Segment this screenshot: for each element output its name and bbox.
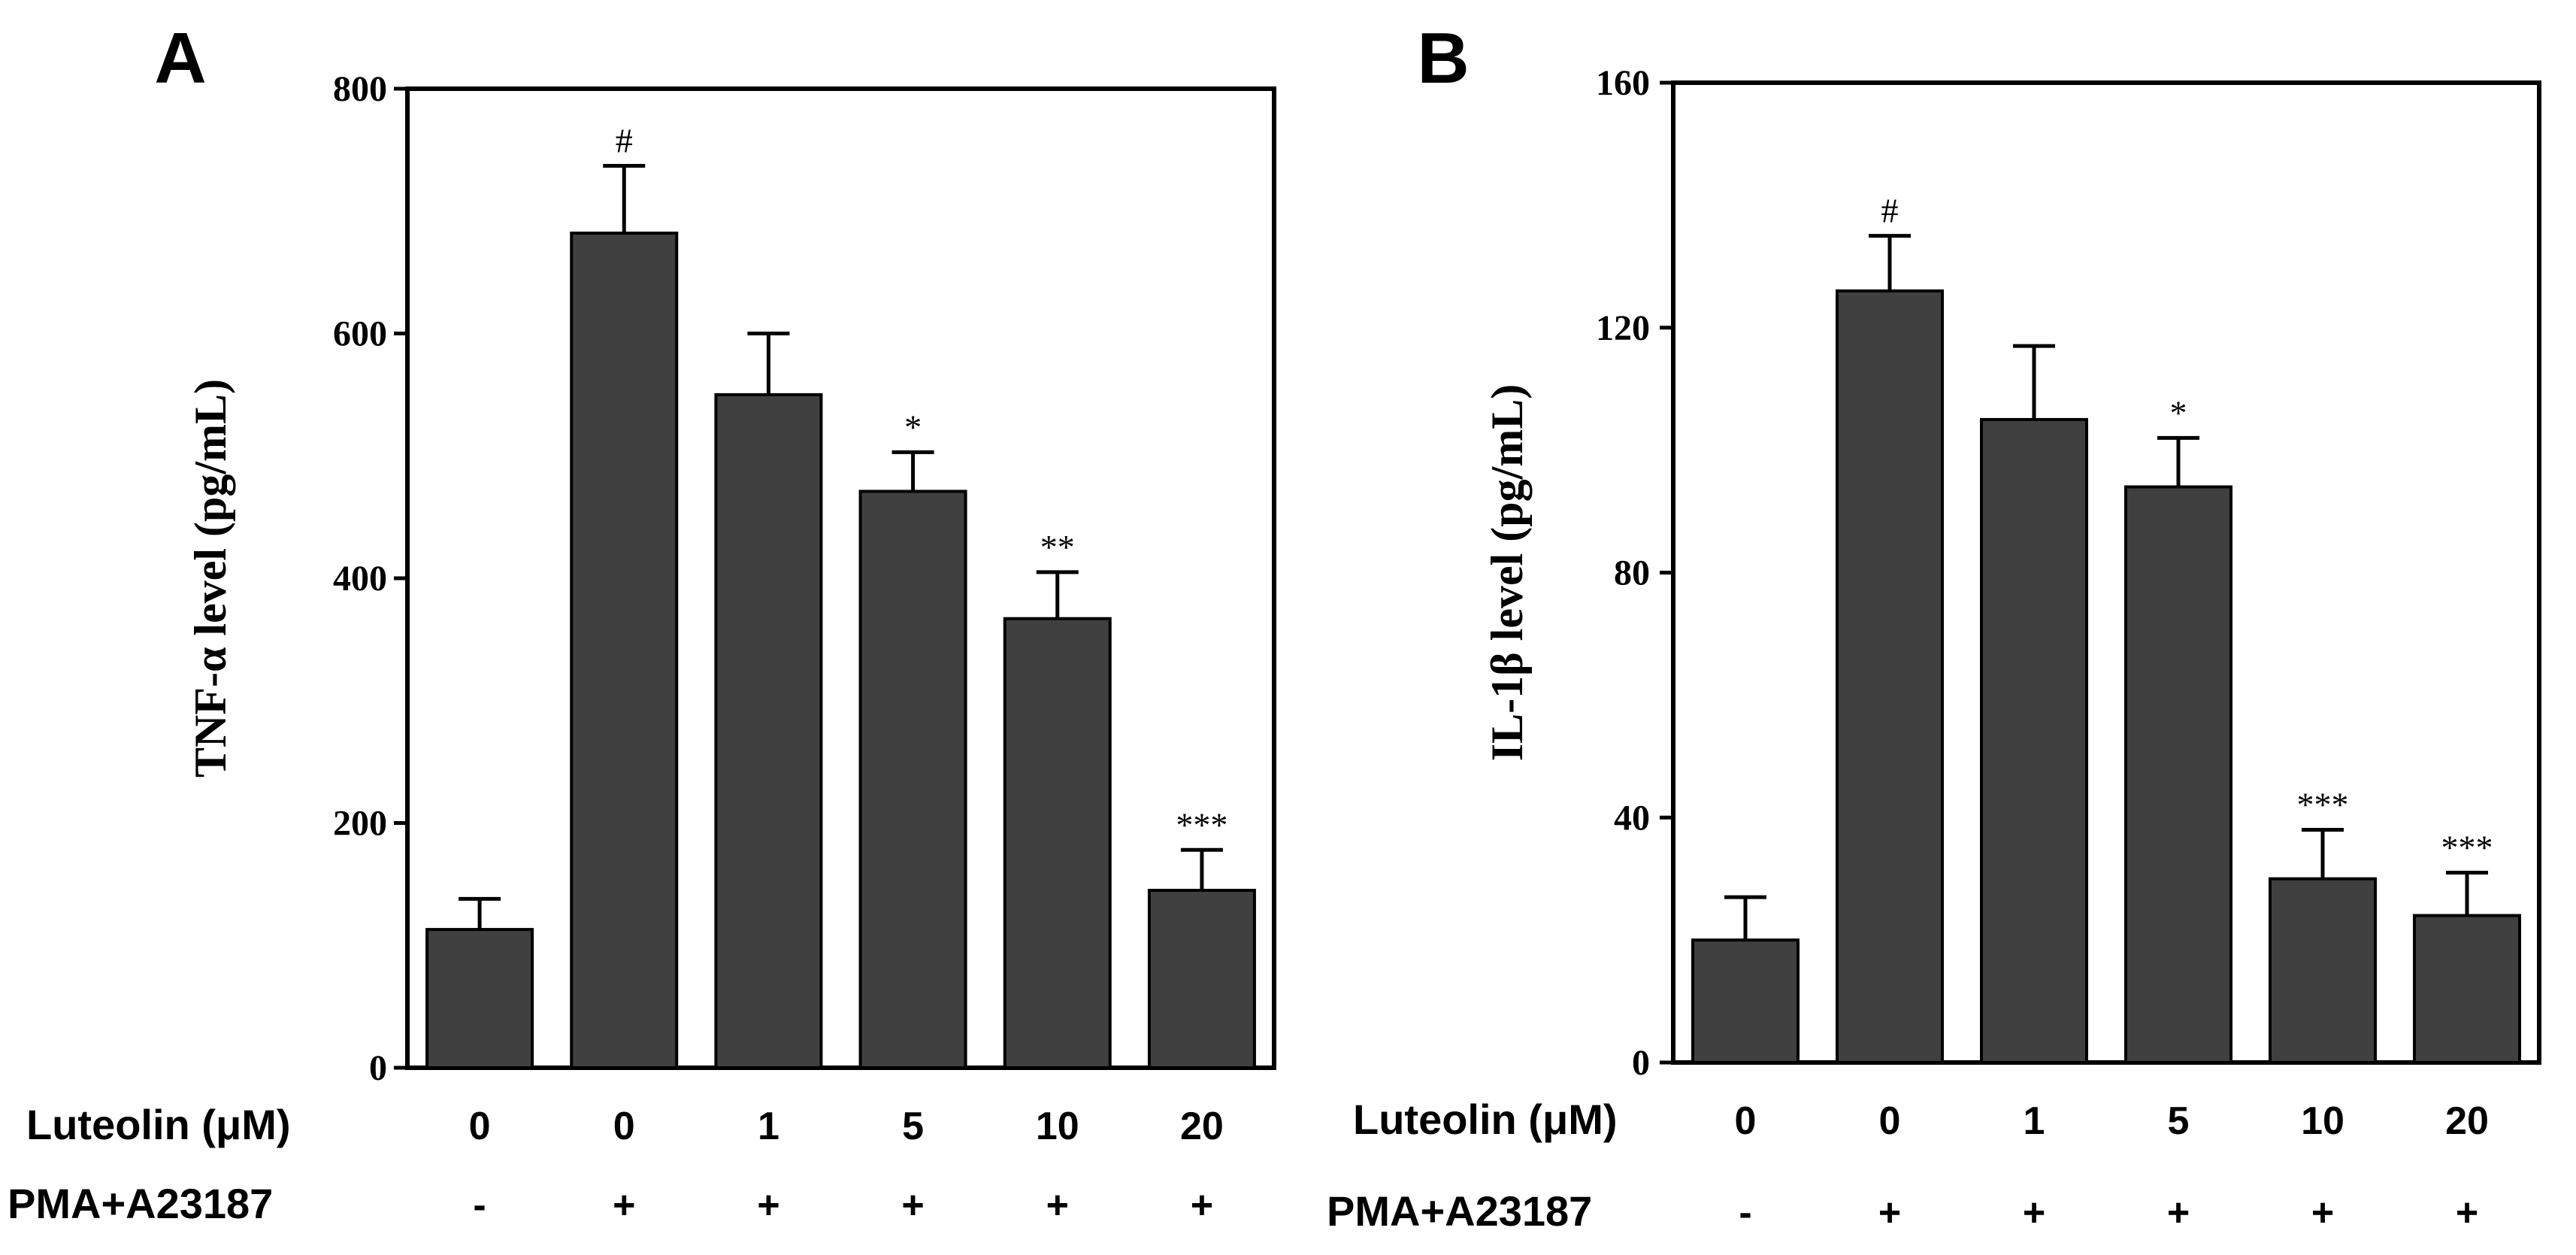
luteolin-value: 0: [613, 1105, 635, 1148]
significance-label: *: [2170, 393, 2187, 432]
pma-value: +: [757, 1184, 779, 1227]
pma-value: -: [1739, 1191, 1751, 1235]
luteolin-value: 5: [902, 1105, 924, 1148]
bar: [1836, 289, 1944, 1065]
y-tick-label: 600: [333, 314, 387, 354]
bar: [1147, 889, 1256, 1069]
y-tick-label: 0: [1632, 1043, 1650, 1083]
bar: [858, 490, 967, 1069]
significance-label: **: [1040, 528, 1075, 566]
significance-label: #: [1881, 192, 1899, 230]
luteolin-value: 20: [1180, 1105, 1224, 1148]
bar: [2413, 914, 2521, 1065]
pma-value: +: [613, 1184, 635, 1227]
y-tick-label: 40: [1614, 798, 1650, 838]
luteolin-value: 10: [2301, 1099, 2344, 1143]
pma-value: +: [901, 1184, 924, 1227]
significance-label: ***: [1176, 805, 1227, 844]
y-tick-label: 400: [333, 559, 387, 599]
pma-value: -: [473, 1184, 486, 1227]
pma-value: +: [2456, 1191, 2478, 1235]
significance-label: #: [616, 122, 633, 160]
luteolin-value: 10: [1036, 1105, 1079, 1148]
luteolin-value: 1: [2024, 1099, 2045, 1143]
bar: [1003, 617, 1112, 1069]
pma-value: +: [2023, 1191, 2045, 1235]
luteolin-value: 5: [2168, 1099, 2190, 1143]
panel-letter: B: [1417, 18, 1469, 99]
luteolin-value: 0: [1879, 1099, 1901, 1143]
bar: [1691, 938, 1800, 1064]
plot-frame: [1671, 80, 2541, 1065]
significance-label: ***: [2441, 829, 2493, 867]
panel-letter: A: [154, 18, 206, 99]
pma-value: +: [1191, 1184, 1213, 1227]
luteolin-value: 1: [758, 1105, 779, 1148]
bar: [2269, 877, 2377, 1064]
y-tick-label: 800: [333, 69, 387, 109]
y-axis-label: IL-1β level (pg/mL): [1482, 384, 1532, 762]
bar: [714, 393, 823, 1069]
bar: [1980, 417, 2088, 1064]
y-axis-label: TNF-α level (pg/mL): [186, 379, 235, 778]
significance-label: *: [904, 408, 922, 446]
luteolin-value: 0: [469, 1105, 491, 1148]
bar: [570, 232, 679, 1069]
pma-value: +: [2167, 1191, 2190, 1235]
pma-value: +: [1878, 1191, 1901, 1235]
plot-frame: [405, 86, 1276, 1070]
luteolin-row-label: Luteolin (μM): [26, 1101, 291, 1148]
luteolin-value: 0: [1735, 1099, 1757, 1143]
pma-value: +: [1046, 1184, 1069, 1227]
pma-row-label: PMA+A23187: [1327, 1187, 1592, 1235]
y-tick-label: 200: [333, 804, 387, 844]
y-tick-label: 80: [1614, 553, 1650, 593]
bar: [425, 928, 534, 1070]
pma-row-label: PMA+A23187: [8, 1180, 273, 1227]
y-tick-label: 120: [1596, 308, 1650, 348]
bar: [2124, 485, 2232, 1064]
significance-label: ***: [2297, 786, 2349, 824]
y-tick-label: 160: [1596, 63, 1650, 103]
luteolin-row-label: Luteolin (μM): [1353, 1096, 1618, 1143]
luteolin-value: 20: [2445, 1099, 2489, 1143]
y-tick-label: 0: [369, 1048, 387, 1088]
pma-value: +: [2311, 1191, 2334, 1235]
